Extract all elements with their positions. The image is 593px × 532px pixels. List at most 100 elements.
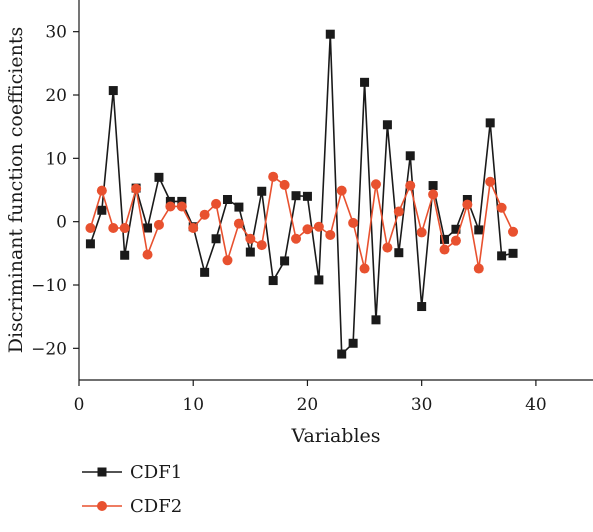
y-tick-label: 0 xyxy=(56,213,67,233)
data-point-cdf1 xyxy=(394,248,404,258)
axes xyxy=(78,0,593,381)
data-point-cdf2 xyxy=(348,217,359,228)
data-point-cdf2 xyxy=(291,233,302,244)
data-point-cdf1 xyxy=(234,202,244,212)
data-point-cdf1 xyxy=(474,225,484,235)
x-tick-label: 30 xyxy=(411,395,433,415)
data-point-cdf2 xyxy=(313,221,324,232)
y-tick-label: 10 xyxy=(45,149,67,169)
data-point-cdf1 xyxy=(451,224,461,234)
data-point-cdf2 xyxy=(405,180,416,191)
data-point-cdf1 xyxy=(325,29,335,39)
data-point-cdf1 xyxy=(485,118,495,128)
data-point-cdf2 xyxy=(473,263,484,274)
data-point-cdf1 xyxy=(257,186,267,196)
ticks: 0 10 20 30 40 −20 −10 0 10 20 30 xyxy=(31,23,547,415)
data-point-cdf2 xyxy=(96,185,107,196)
data-point-cdf2 xyxy=(153,219,164,230)
data-point-cdf2 xyxy=(416,227,427,238)
data-point-cdf2 xyxy=(450,235,461,246)
data-point-cdf2 xyxy=(188,223,199,233)
data-point-cdf1 xyxy=(143,223,153,233)
series-line-cdf2 xyxy=(89,175,514,269)
data-point-cdf1 xyxy=(314,275,324,285)
data-point-cdf1 xyxy=(108,86,118,96)
data-point-cdf2 xyxy=(268,171,279,182)
data-point-cdf1 xyxy=(211,234,221,244)
y-tick-label: −20 xyxy=(31,339,67,359)
data-point-cdf2 xyxy=(370,179,381,190)
data-point-cdf1 xyxy=(120,250,130,260)
data-point-cdf1 xyxy=(177,196,187,206)
data-point-cdf2 xyxy=(428,189,439,200)
y-tick-label: 30 xyxy=(45,23,67,43)
legend-item-cdf2: CDF2 xyxy=(82,496,182,517)
data-point-cdf1 xyxy=(222,195,232,204)
data-point-cdf2 xyxy=(382,242,393,253)
y-tick-label: 20 xyxy=(45,86,67,106)
data-point-cdf2 xyxy=(211,198,222,209)
data-point-cdf1 xyxy=(462,195,472,204)
legend-marker xyxy=(97,467,107,477)
data-point-cdf1 xyxy=(337,349,347,359)
data-point-cdf2 xyxy=(496,202,507,213)
x-tick-label: 0 xyxy=(74,395,85,415)
series-cdf1 xyxy=(85,29,518,359)
data-point-cdf2 xyxy=(462,199,473,210)
data-point-cdf1 xyxy=(405,151,415,161)
data-point-cdf1 xyxy=(291,191,301,201)
series-line-cdf1 xyxy=(89,34,514,356)
data-point-cdf1 xyxy=(268,276,278,286)
data-point-cdf1 xyxy=(508,248,518,258)
data-point-cdf1 xyxy=(165,196,175,206)
data-point-cdf2 xyxy=(233,218,244,229)
data-point-cdf2 xyxy=(119,223,130,233)
legend-marker xyxy=(97,501,107,511)
data-point-cdf1 xyxy=(428,181,438,191)
series xyxy=(85,29,519,359)
data-point-cdf2 xyxy=(199,209,210,220)
x-axis-title: Variables xyxy=(290,425,380,447)
data-point-cdf2 xyxy=(508,226,519,237)
data-point-cdf1 xyxy=(154,172,164,182)
data-point-cdf2 xyxy=(165,201,176,212)
data-point-cdf1 xyxy=(85,239,95,249)
data-point-cdf2 xyxy=(222,255,233,266)
data-point-cdf1 xyxy=(360,77,370,87)
x-tick-label: 10 xyxy=(182,395,204,415)
data-point-cdf2 xyxy=(325,229,336,240)
x-tick-label: 20 xyxy=(297,395,319,415)
data-point-cdf1 xyxy=(280,256,290,266)
data-point-cdf1 xyxy=(348,338,358,348)
data-point-cdf1 xyxy=(97,205,107,215)
data-point-cdf1 xyxy=(200,267,210,277)
data-point-cdf1 xyxy=(417,302,427,312)
data-point-cdf2 xyxy=(142,249,153,260)
data-point-cdf1 xyxy=(302,191,312,201)
data-point-cdf2 xyxy=(279,179,290,190)
data-point-cdf1 xyxy=(497,251,507,261)
data-point-cdf1 xyxy=(382,120,392,130)
legend: CDF1 CDF2 xyxy=(82,462,182,517)
legend-label: CDF2 xyxy=(130,496,182,517)
data-point-cdf1 xyxy=(440,234,450,244)
data-point-cdf2 xyxy=(256,240,267,251)
data-point-cdf2 xyxy=(336,185,347,196)
data-point-cdf2 xyxy=(245,233,256,244)
data-point-cdf1 xyxy=(371,315,381,325)
y-tick-label: −10 xyxy=(31,276,67,296)
legend-label: CDF1 xyxy=(130,462,182,483)
series-cdf2 xyxy=(85,171,519,274)
data-point-cdf2 xyxy=(85,223,96,233)
data-point-cdf2 xyxy=(359,263,370,274)
legend-item-cdf1: CDF1 xyxy=(82,462,182,483)
data-point-cdf2 xyxy=(108,223,119,233)
data-point-cdf2 xyxy=(393,206,404,217)
data-point-cdf2 xyxy=(439,244,450,255)
x-tick-label: 40 xyxy=(525,395,547,415)
y-axis-title: Discriminant function coefficients xyxy=(5,27,27,354)
data-point-cdf2 xyxy=(485,176,496,187)
data-point-cdf1 xyxy=(245,247,255,257)
data-point-cdf2 xyxy=(302,224,313,235)
